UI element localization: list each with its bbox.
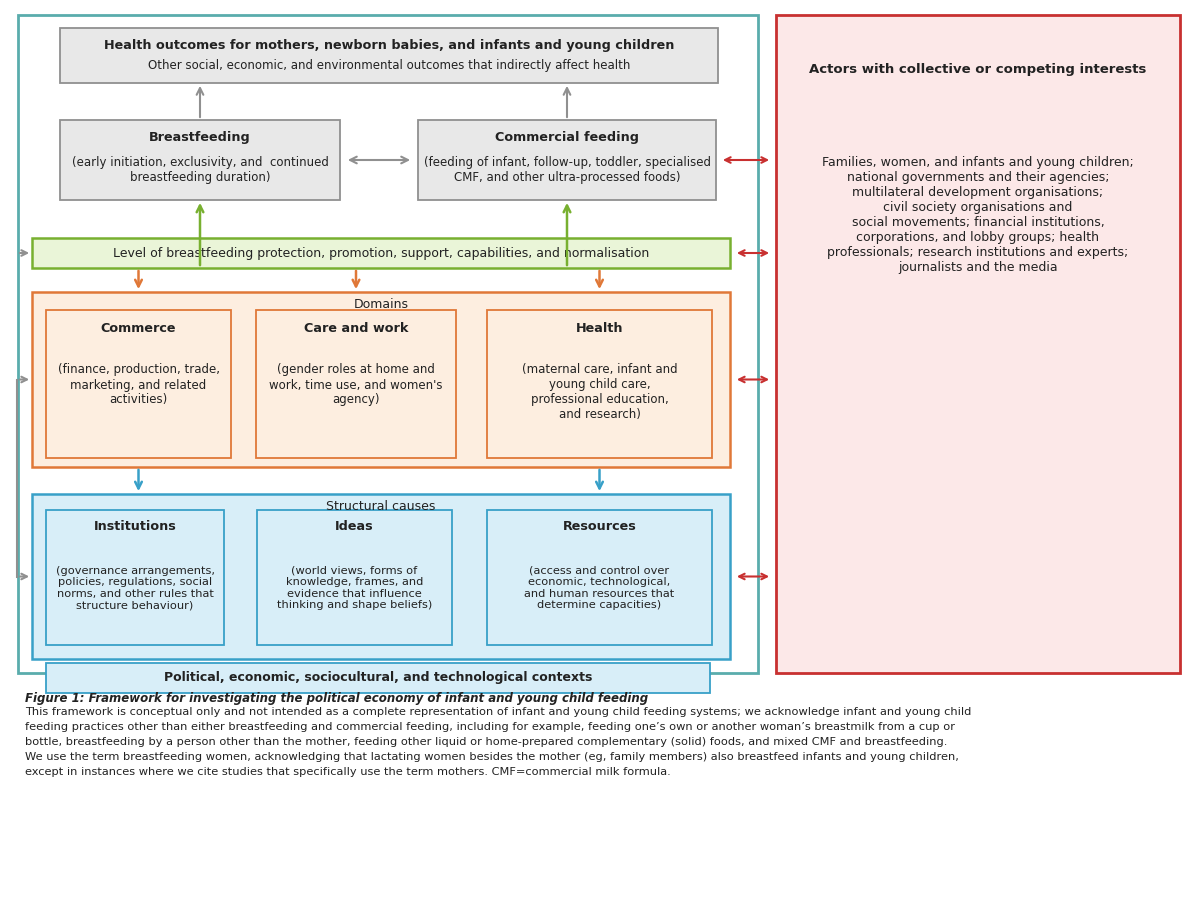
Bar <box>418 120 716 200</box>
Text: (early initiation, exclusivity, and  continued
breastfeeding duration): (early initiation, exclusivity, and cont… <box>72 156 329 184</box>
Bar <box>46 663 710 693</box>
Text: Level of breastfeeding protection, promotion, support, capabilities, and normali: Level of breastfeeding protection, promo… <box>113 246 649 260</box>
Text: Commercial feeding: Commercial feeding <box>496 132 640 144</box>
Text: This framework is conceptual only and not intended as a complete representation : This framework is conceptual only and no… <box>25 707 971 717</box>
Text: feeding practices other than either breastfeeding and commercial feeding, includ: feeding practices other than either brea… <box>25 722 955 732</box>
Text: bottle, breastfeeding by a person other than the mother, feeding other liquid or: bottle, breastfeeding by a person other … <box>25 737 947 747</box>
Bar <box>487 310 712 458</box>
Bar <box>60 28 718 83</box>
Text: Health outcomes for mothers, newborn babies, and infants and young children: Health outcomes for mothers, newborn bab… <box>104 39 674 51</box>
Text: (feeding of infant, follow-up, toddler, specialised
CMF, and other ultra-process: (feeding of infant, follow-up, toddler, … <box>424 156 710 184</box>
Bar <box>32 238 730 268</box>
Text: Breastfeeding: Breastfeeding <box>149 132 251 144</box>
Text: Figure 1: Framework for investigating the political economy of infant and young : Figure 1: Framework for investigating th… <box>25 692 648 705</box>
Text: Families, women, and infants and young children;
national governments and their : Families, women, and infants and young c… <box>822 156 1134 274</box>
Text: (access and control over
economic, technological,
and human resources that
deter: (access and control over economic, techn… <box>524 566 674 611</box>
Text: Other social, economic, and environmental outcomes that indirectly affect health: Other social, economic, and environmenta… <box>148 60 630 72</box>
Bar <box>487 510 712 645</box>
Text: (maternal care, infant and
young child care,
professional education,
and researc: (maternal care, infant and young child c… <box>522 363 677 421</box>
Text: Structural causes: Structural causes <box>326 500 436 512</box>
Text: (gender roles at home and
work, time use, and women's
agency): (gender roles at home and work, time use… <box>269 364 443 407</box>
Text: Commerce: Commerce <box>101 321 176 335</box>
Text: Care and work: Care and work <box>304 321 408 335</box>
Bar <box>60 120 340 200</box>
Text: We use the term breastfeeding women, acknowledging that lactating women besides : We use the term breastfeeding women, ack… <box>25 752 959 762</box>
Bar <box>46 310 230 458</box>
Bar <box>256 310 456 458</box>
Text: (world views, forms of
knowledge, frames, and
evidence that influence
thinking a: (world views, forms of knowledge, frames… <box>277 566 432 611</box>
Bar <box>46 510 224 645</box>
Bar <box>18 15 758 673</box>
Text: except in instances where we cite studies that specifically use the term mothers: except in instances where we cite studie… <box>25 767 671 777</box>
Text: Actors with collective or competing interests: Actors with collective or competing inte… <box>809 63 1147 77</box>
Bar <box>32 494 730 659</box>
Text: (governance arrangements,
policies, regulations, social
norms, and other rules t: (governance arrangements, policies, regu… <box>55 566 215 611</box>
Text: Health: Health <box>576 321 623 335</box>
Text: Institutions: Institutions <box>94 520 176 533</box>
Bar <box>776 15 1180 673</box>
Text: Ideas: Ideas <box>335 520 374 533</box>
Text: Political, economic, sociocultural, and technological contexts: Political, economic, sociocultural, and … <box>164 671 592 685</box>
Bar <box>32 292 730 467</box>
Bar <box>257 510 452 645</box>
Text: Domains: Domains <box>354 298 408 310</box>
Text: (finance, production, trade,
marketing, and related
activities): (finance, production, trade, marketing, … <box>58 364 220 407</box>
Text: Resources: Resources <box>563 520 636 533</box>
